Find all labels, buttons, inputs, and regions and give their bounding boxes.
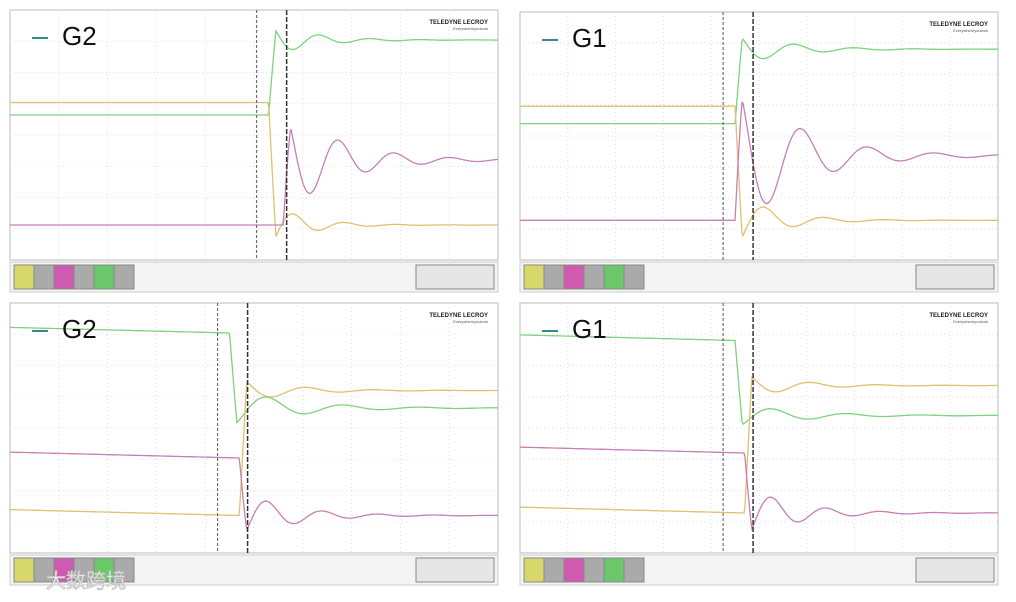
tagline: Everywhereyoulook bbox=[953, 319, 988, 324]
channel-box bbox=[563, 557, 585, 583]
waveform bbox=[519, 446, 998, 532]
channel-box bbox=[603, 557, 625, 583]
channel-box bbox=[583, 557, 605, 583]
channel-box bbox=[93, 264, 115, 290]
channel-box bbox=[113, 557, 135, 583]
channel-box bbox=[563, 264, 585, 290]
channel-box bbox=[623, 264, 645, 290]
channel-box bbox=[543, 264, 565, 290]
timebase-box bbox=[915, 264, 995, 290]
brand: TELEDYNE LECROY bbox=[429, 20, 488, 26]
channel-box bbox=[33, 264, 55, 290]
waveform bbox=[9, 381, 498, 517]
waveform bbox=[519, 375, 998, 514]
tagline: Everywhereyoulook bbox=[453, 319, 488, 324]
waveform bbox=[10, 29, 498, 116]
channel-box bbox=[583, 264, 605, 290]
panel-label: G2 bbox=[62, 314, 97, 344]
waveform bbox=[10, 326, 498, 425]
tagline: Everywhereyoulook bbox=[953, 28, 988, 33]
waveform bbox=[520, 101, 998, 221]
channel-box bbox=[13, 264, 35, 290]
waveform bbox=[520, 334, 998, 426]
channel-box bbox=[53, 264, 75, 290]
brand: TELEDYNE LECROY bbox=[429, 313, 488, 319]
waveform bbox=[520, 105, 998, 238]
waveform bbox=[9, 451, 498, 532]
waveform bbox=[10, 129, 499, 226]
panel-label: G1 bbox=[572, 23, 607, 53]
channel-box bbox=[113, 264, 135, 290]
waveform bbox=[10, 101, 498, 237]
tagline: Everywhereyoulook bbox=[453, 26, 488, 31]
channel-box bbox=[603, 264, 625, 290]
brand: TELEDYNE LECROY bbox=[929, 313, 988, 319]
panel-label: G1 bbox=[572, 314, 607, 344]
watermark: 大数跨境 bbox=[46, 569, 126, 592]
brand: TELEDYNE LECROY bbox=[929, 22, 988, 28]
channel-box bbox=[543, 557, 565, 583]
timebase-box bbox=[415, 557, 495, 583]
timebase-box bbox=[415, 264, 495, 290]
panel-label: G2 bbox=[62, 21, 97, 51]
channel-box bbox=[623, 557, 645, 583]
channel-box bbox=[523, 557, 545, 583]
timebase-box bbox=[915, 557, 995, 583]
channel-box bbox=[73, 264, 95, 290]
channel-box bbox=[13, 557, 35, 583]
waveform bbox=[520, 37, 999, 125]
channel-box bbox=[523, 264, 545, 290]
